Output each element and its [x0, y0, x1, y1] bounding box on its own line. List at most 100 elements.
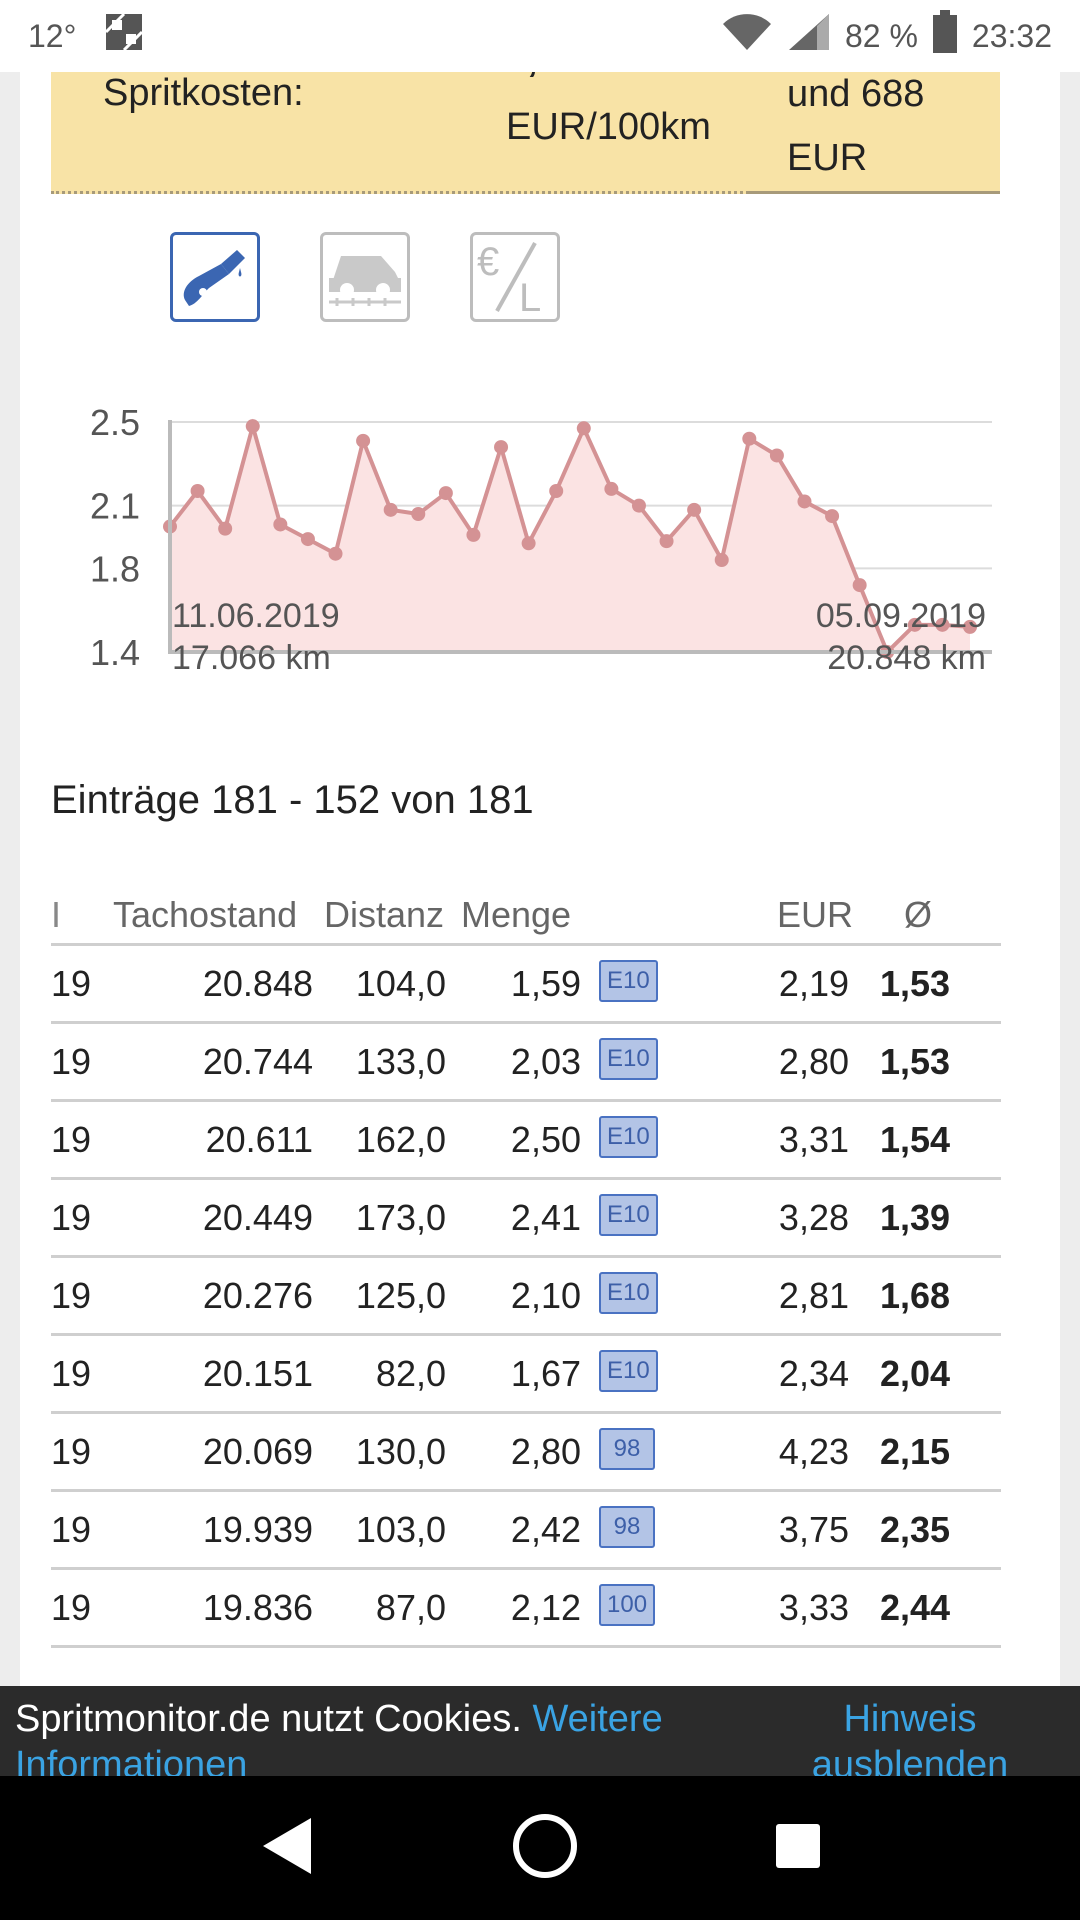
- cell-amount: 2,80: [510, 1431, 581, 1472]
- header-distance[interactable]: Distanz: [324, 894, 445, 935]
- table-row[interactable]: 19 20.276 125,0 2,10 2,81 1,68 E10: [51, 1258, 1001, 1336]
- navigation-bar: [0, 1776, 1080, 1920]
- cell-average: 1,53: [880, 963, 951, 1004]
- chart-mode-price-button[interactable]: € L: [470, 232, 560, 322]
- cell-tacho: 20.848: [202, 963, 313, 1004]
- entries-count: Einträge 181 - 152 von 181: [51, 778, 534, 822]
- more-info-link[interactable]: Weitere Informationen: [15, 1698, 663, 1776]
- table-row[interactable]: 19 19.836 87,0 2,12 3,33 2,44 100: [51, 1570, 1001, 1648]
- header-tacho[interactable]: Tachostand: [113, 894, 298, 935]
- series-area: [170, 426, 970, 652]
- cell-eur: 3,28: [778, 1197, 849, 1238]
- data-point: [494, 440, 509, 455]
- table-row[interactable]: 19 20.611 162,0 2,50 3,31 1,54 E10: [51, 1102, 1001, 1180]
- table-row[interactable]: 19 20.744 133,0 2,03 2,80 1,53 E10: [51, 1024, 1001, 1102]
- wifi-icon: [721, 12, 773, 60]
- data-point: [907, 617, 922, 632]
- divider: [749, 191, 1000, 194]
- cell-amount: 2,03: [510, 1041, 581, 1082]
- cell-eur: 2,80: [778, 1041, 849, 1082]
- status-bar: 12° 82 %: [0, 0, 1080, 72]
- data-point: [963, 619, 977, 634]
- battery-percent: 82 %: [844, 17, 918, 54]
- header-date[interactable]: I: [51, 894, 62, 935]
- data-point: [218, 521, 233, 536]
- cell-distance: 104,0: [355, 963, 446, 1004]
- cell-average: 1,53: [880, 1041, 951, 1082]
- chart-mode-consumption-button[interactable]: [170, 232, 260, 322]
- table-row[interactable]: 19 20.449 173,0 2,41 3,28 1,39 E10: [51, 1180, 1001, 1258]
- chart-start-date: 11.06.2019: [172, 597, 340, 635]
- cell-eur: 2,34: [778, 1353, 849, 1394]
- cell-amount: 1,67: [510, 1353, 581, 1394]
- cell-tacho: 19.836: [202, 1587, 313, 1628]
- y-tick-label: 1.8: [90, 548, 140, 589]
- table-row[interactable]: 19 19.939 103,0 2,42 3,75 2,35 98: [51, 1492, 1001, 1570]
- cell-tacho: 19.939: [202, 1509, 313, 1550]
- data-point: [659, 534, 674, 549]
- battery-icon: [932, 10, 958, 62]
- notification-app-icon: [102, 10, 146, 62]
- cell-distance: 87,0: [375, 1587, 446, 1628]
- chart-mode-distance-button[interactable]: [320, 232, 410, 322]
- data-point: [190, 484, 205, 498]
- cell-average: 1,68: [880, 1275, 951, 1316]
- data-point: [687, 502, 702, 517]
- fuel-type-badge: 98: [599, 1428, 655, 1470]
- cell-average: 2,44: [880, 1587, 951, 1628]
- fuel-cost-unit: EUR/100km: [506, 106, 711, 148]
- header-eur[interactable]: EUR: [777, 894, 854, 935]
- euro-per-liter-icon: € L: [477, 240, 541, 315]
- back-button[interactable]: [257, 1814, 317, 1883]
- cell-distance: 173,0: [355, 1197, 446, 1238]
- header-amount[interactable]: Menge: [461, 894, 572, 935]
- fuel-type-badge: E10: [599, 1038, 658, 1080]
- cell-distance: 103,0: [355, 1509, 446, 1550]
- home-button[interactable]: [510, 1811, 580, 1886]
- chart-start-km: 17.066 km: [172, 639, 331, 677]
- fuel-type-badge: 98: [599, 1506, 655, 1548]
- cell-tacho: 20.611: [205, 1119, 313, 1160]
- fuel-type-badge: E10: [599, 1194, 658, 1236]
- data-point: [328, 546, 343, 561]
- cookie-notice: Spritmonitor.de nutzt Cookies. Weitere I…: [0, 1686, 1080, 1776]
- data-point: [466, 527, 481, 542]
- fuel-cost-total-line1: und 688: [787, 73, 925, 115]
- data-point: [273, 517, 288, 532]
- car-distance-icon: [329, 256, 401, 306]
- cell-amount: 2,50: [510, 1119, 581, 1160]
- clock: 23:32: [971, 17, 1052, 54]
- table-row[interactable]: 19 20.848 104,0 1,59 2,19 1,53 E10: [51, 946, 1001, 1024]
- cell-eur: 4,23: [778, 1431, 849, 1472]
- cell-amount: 2,42: [510, 1509, 581, 1550]
- cell-distance: 162,0: [355, 1119, 446, 1160]
- table-row[interactable]: 19 20.069 130,0 2,80 4,23 2,15 98: [51, 1414, 1001, 1492]
- cell-average: 1,39: [880, 1197, 951, 1238]
- cell-date: 19: [51, 1509, 92, 1550]
- cell-average: 1,54: [880, 1119, 951, 1160]
- cell-amount: 1,59: [510, 963, 581, 1004]
- data-point: [411, 507, 426, 521]
- cell-tacho: 20.069: [202, 1431, 313, 1472]
- data-point: [769, 448, 784, 463]
- fuel-cost-value: 3,56: [506, 72, 580, 81]
- data-point: [742, 431, 757, 446]
- cell-date: 19: [51, 1353, 92, 1394]
- data-point: [300, 532, 315, 547]
- header-average[interactable]: Ø: [904, 894, 933, 935]
- chart-end-km: 20.848 km: [827, 639, 986, 677]
- cell-date: 19: [51, 1431, 92, 1472]
- cell-eur: 2,19: [778, 963, 849, 1004]
- fuel-cost-label: Spritkosten:: [103, 72, 304, 114]
- cell-distance: 125,0: [355, 1275, 446, 1316]
- fuel-type-badge: E10: [599, 1350, 658, 1392]
- recents-button[interactable]: [773, 1821, 823, 1876]
- cell-distance: 133,0: [355, 1041, 446, 1082]
- table-row[interactable]: 19 20.151 82,0 1,67 2,34 2,04 E10: [51, 1336, 1001, 1414]
- cell-tacho: 20.276: [202, 1275, 313, 1316]
- hide-notice-link[interactable]: Hinweis ausblenden: [811, 1698, 1009, 1776]
- cell-tacho: 20.744: [202, 1041, 313, 1082]
- cell-average: 2,35: [880, 1509, 951, 1550]
- data-point: [438, 486, 453, 501]
- cell-amount: 2,10: [510, 1275, 581, 1316]
